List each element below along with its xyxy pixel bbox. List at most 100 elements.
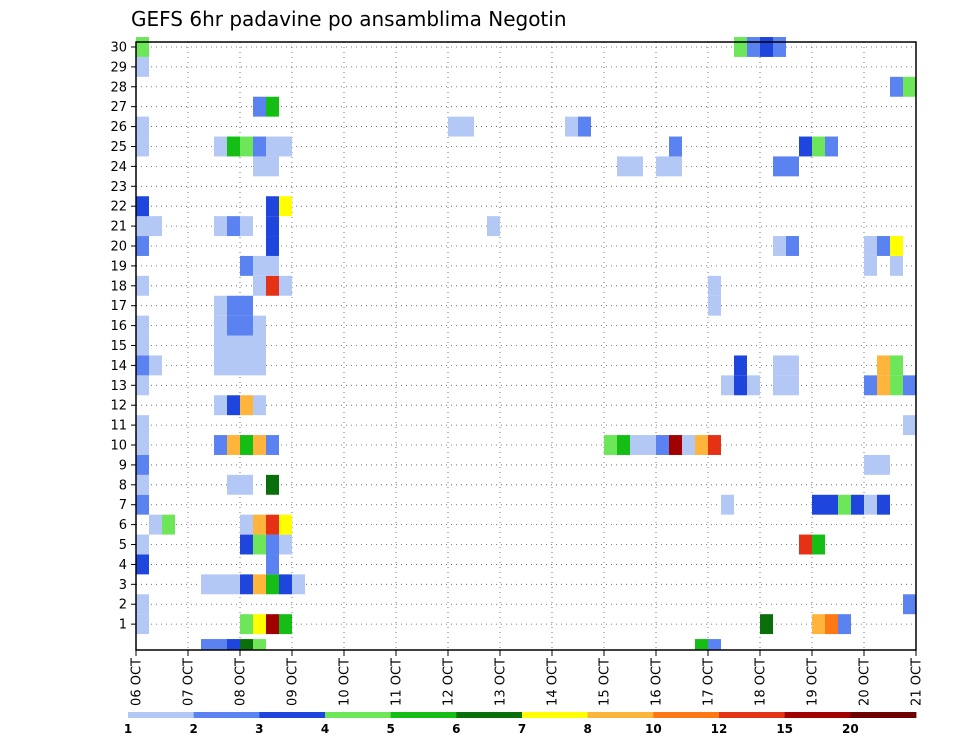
precip-cell (253, 275, 266, 296)
precip-cell (240, 315, 253, 336)
precip-cell (253, 335, 266, 356)
precip-cell (721, 375, 734, 396)
precip-cell (240, 514, 253, 535)
precip-cell (227, 335, 240, 356)
y-tick-label: 18 (110, 279, 127, 294)
precip-cell (266, 156, 279, 177)
precip-cell (214, 574, 227, 595)
precip-cell (227, 216, 240, 237)
precip-cell (136, 37, 149, 57)
legend-swatch (784, 712, 851, 718)
precip-cell (240, 614, 253, 635)
y-tick-label: 28 (110, 80, 127, 95)
precip-cell (214, 395, 227, 416)
precip-cell (630, 435, 643, 455)
precip-cell (721, 494, 734, 515)
precip-cell (136, 196, 149, 217)
x-tick-label: 12 OCT (442, 658, 457, 706)
y-tick-label: 8 (119, 478, 127, 493)
precip-cell (279, 514, 292, 535)
y-tick-label: 15 (110, 339, 127, 354)
y-tick-label: 23 (110, 180, 127, 195)
precip-cell (227, 295, 240, 316)
precip-cell (253, 355, 266, 376)
y-tick-label: 17 (110, 299, 127, 314)
precip-cell (903, 375, 916, 396)
precip-cell (266, 514, 279, 535)
precip-cell (136, 275, 149, 296)
precip-cell (617, 435, 630, 455)
x-tick-label: 19 OCT (806, 658, 821, 706)
precip-cell (227, 136, 240, 157)
precip-cell (864, 375, 877, 396)
y-tick-label: 14 (110, 359, 127, 374)
legend-swatch (850, 712, 917, 718)
y-tick-label: 16 (110, 319, 127, 334)
x-tick-label: 18 OCT (754, 658, 769, 706)
precip-cell (214, 315, 227, 336)
precip-cell (786, 355, 799, 376)
legend-swatch (128, 712, 195, 718)
x-tick-label: 08 OCT (234, 658, 249, 706)
y-tick-label: 24 (110, 160, 127, 175)
precip-cell (253, 639, 266, 650)
precip-cell (825, 136, 838, 157)
precip-cell (864, 255, 877, 276)
precip-cell (630, 156, 643, 177)
precip-cell (695, 435, 708, 455)
precip-cell (617, 156, 630, 177)
precip-cell (669, 156, 682, 177)
precip-cell (214, 136, 227, 157)
precip-cell (227, 574, 240, 595)
precip-cell (448, 116, 461, 137)
precip-cell (812, 614, 825, 635)
precip-cell (890, 355, 903, 376)
precip-cell (136, 116, 149, 137)
precip-cell (136, 494, 149, 515)
y-tick-label: 29 (110, 60, 127, 75)
y-tick-label: 2 (119, 598, 127, 613)
legend-label: 5 (386, 722, 394, 736)
precip-cell (214, 216, 227, 237)
y-tick-label: 25 (110, 140, 127, 155)
precip-cell (240, 355, 253, 376)
precip-cell (864, 236, 877, 256)
precip-cell (253, 395, 266, 416)
precip-cell (734, 37, 747, 57)
precip-cell (890, 255, 903, 276)
precip-cell (773, 375, 786, 396)
precip-cell (240, 216, 253, 237)
precip-cell (786, 236, 799, 256)
legend-swatch (587, 712, 654, 718)
precip-cell (201, 639, 214, 650)
precip-cell (877, 454, 890, 475)
legend-label: 10 (645, 722, 662, 736)
precip-cell (240, 295, 253, 316)
precip-cell (682, 435, 695, 455)
precip-cell (253, 574, 266, 595)
precip-cell (149, 216, 162, 237)
precip-cell (903, 76, 916, 97)
legend-swatch (390, 712, 457, 718)
x-tick-label: 14 OCT (546, 658, 561, 706)
precip-cell (253, 514, 266, 535)
precip-cell (214, 435, 227, 455)
precip-cell (240, 136, 253, 157)
y-tick-label: 20 (110, 239, 127, 254)
precip-cell (136, 474, 149, 495)
x-tick-label: 21 OCT (910, 658, 925, 706)
precip-cell (253, 156, 266, 177)
legend-swatch (719, 712, 786, 718)
precip-cell (253, 315, 266, 336)
precip-cell (240, 435, 253, 455)
precip-cell (214, 335, 227, 356)
precip-cell (838, 494, 851, 515)
precip-cell (253, 136, 266, 157)
legend-label: 7 (518, 722, 526, 736)
legend-label: 6 (452, 722, 460, 736)
chart-title: GEFS 6hr padavine po ansamblima Negotin (131, 7, 567, 31)
precip-cell (734, 355, 747, 376)
y-tick-label: 19 (110, 259, 127, 274)
precip-cell (266, 574, 279, 595)
